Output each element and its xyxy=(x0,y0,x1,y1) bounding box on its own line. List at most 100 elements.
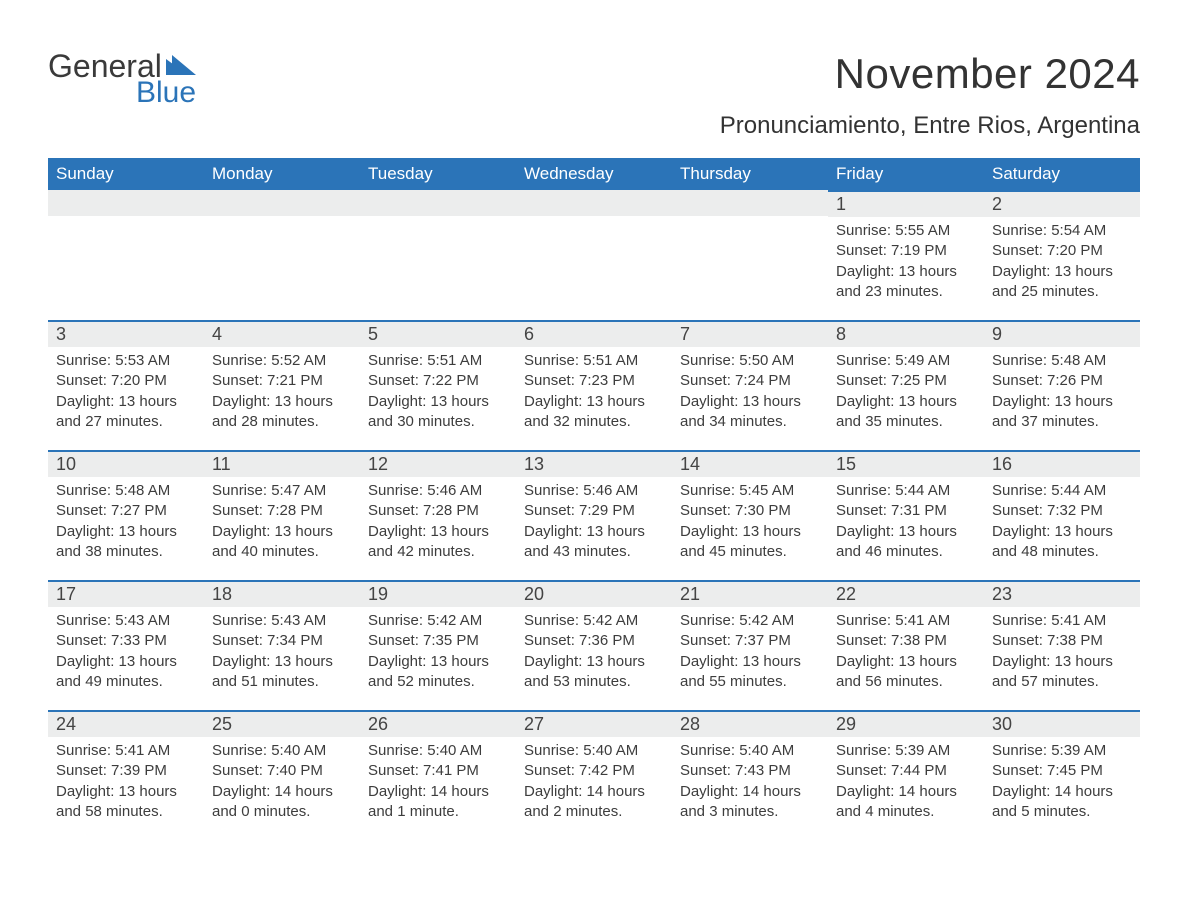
calendar-cell: 17Sunrise: 5:43 AMSunset: 7:33 PMDayligh… xyxy=(48,580,204,710)
day-detail: Sunrise: 5:44 AMSunset: 7:32 PMDaylight:… xyxy=(984,477,1140,568)
day-sunset: Sunset: 7:24 PM xyxy=(680,371,820,391)
day-sunset: Sunset: 7:21 PM xyxy=(212,371,352,391)
day-sunrise: Sunrise: 5:41 AM xyxy=(992,611,1132,631)
day-sunrise: Sunrise: 5:39 AM xyxy=(836,741,976,761)
day-daylight1: Daylight: 13 hours xyxy=(368,652,508,672)
day-sunrise: Sunrise: 5:53 AM xyxy=(56,351,196,371)
day-daylight2: and 43 minutes. xyxy=(524,542,664,562)
day-sunset: Sunset: 7:41 PM xyxy=(368,761,508,781)
logo-text-b: Blue xyxy=(136,78,196,108)
day-sunset: Sunset: 7:45 PM xyxy=(992,761,1132,781)
calendar-cell: 29Sunrise: 5:39 AMSunset: 7:44 PMDayligh… xyxy=(828,710,984,840)
calendar-cell: 18Sunrise: 5:43 AMSunset: 7:34 PMDayligh… xyxy=(204,580,360,710)
day-detail: Sunrise: 5:40 AMSunset: 7:42 PMDaylight:… xyxy=(516,737,672,828)
day-number: 14 xyxy=(672,450,828,477)
day-daylight1: Daylight: 14 hours xyxy=(368,782,508,802)
calendar-cell: 12Sunrise: 5:46 AMSunset: 7:28 PMDayligh… xyxy=(360,450,516,580)
day-daylight1: Daylight: 13 hours xyxy=(680,392,820,412)
day-daylight2: and 23 minutes. xyxy=(836,282,976,302)
calendar-cell: 3Sunrise: 5:53 AMSunset: 7:20 PMDaylight… xyxy=(48,320,204,450)
day-detail: Sunrise: 5:43 AMSunset: 7:34 PMDaylight:… xyxy=(204,607,360,698)
day-daylight2: and 58 minutes. xyxy=(56,802,196,822)
day-daylight1: Daylight: 13 hours xyxy=(524,392,664,412)
calendar-cell: 30Sunrise: 5:39 AMSunset: 7:45 PMDayligh… xyxy=(984,710,1140,840)
day-daylight2: and 56 minutes. xyxy=(836,672,976,692)
day-sunrise: Sunrise: 5:42 AM xyxy=(524,611,664,631)
day-number: 3 xyxy=(48,320,204,347)
day-sunrise: Sunrise: 5:41 AM xyxy=(836,611,976,631)
day-number: 23 xyxy=(984,580,1140,607)
day-daylight2: and 0 minutes. xyxy=(212,802,352,822)
day-number: 22 xyxy=(828,580,984,607)
calendar-cell: 27Sunrise: 5:40 AMSunset: 7:42 PMDayligh… xyxy=(516,710,672,840)
day-daylight1: Daylight: 13 hours xyxy=(680,522,820,542)
day-daylight1: Daylight: 13 hours xyxy=(992,652,1132,672)
day-daylight1: Daylight: 13 hours xyxy=(836,262,976,282)
day-number: 28 xyxy=(672,710,828,737)
day-daylight2: and 34 minutes. xyxy=(680,412,820,432)
day-sunrise: Sunrise: 5:48 AM xyxy=(992,351,1132,371)
day-sunrise: Sunrise: 5:52 AM xyxy=(212,351,352,371)
day-sunset: Sunset: 7:44 PM xyxy=(836,761,976,781)
day-detail: Sunrise: 5:42 AMSunset: 7:37 PMDaylight:… xyxy=(672,607,828,698)
day-sunrise: Sunrise: 5:46 AM xyxy=(368,481,508,501)
col-header: Sunday xyxy=(48,158,204,190)
day-detail: Sunrise: 5:44 AMSunset: 7:31 PMDaylight:… xyxy=(828,477,984,568)
day-number: 27 xyxy=(516,710,672,737)
day-number: 2 xyxy=(984,190,1140,217)
day-sunset: Sunset: 7:30 PM xyxy=(680,501,820,521)
day-sunrise: Sunrise: 5:49 AM xyxy=(836,351,976,371)
day-detail: Sunrise: 5:52 AMSunset: 7:21 PMDaylight:… xyxy=(204,347,360,438)
day-daylight1: Daylight: 13 hours xyxy=(524,652,664,672)
day-number: 21 xyxy=(672,580,828,607)
day-number: 9 xyxy=(984,320,1140,347)
calendar-week-row: 17Sunrise: 5:43 AMSunset: 7:33 PMDayligh… xyxy=(48,580,1140,710)
empty-day-head xyxy=(360,190,516,216)
day-detail: Sunrise: 5:54 AMSunset: 7:20 PMDaylight:… xyxy=(984,217,1140,308)
day-daylight1: Daylight: 13 hours xyxy=(212,522,352,542)
day-daylight2: and 49 minutes. xyxy=(56,672,196,692)
calendar-cell: 19Sunrise: 5:42 AMSunset: 7:35 PMDayligh… xyxy=(360,580,516,710)
day-detail: Sunrise: 5:39 AMSunset: 7:44 PMDaylight:… xyxy=(828,737,984,828)
calendar-week-row: 24Sunrise: 5:41 AMSunset: 7:39 PMDayligh… xyxy=(48,710,1140,840)
day-daylight1: Daylight: 14 hours xyxy=(212,782,352,802)
day-detail: Sunrise: 5:46 AMSunset: 7:28 PMDaylight:… xyxy=(360,477,516,568)
calendar-cell: 14Sunrise: 5:45 AMSunset: 7:30 PMDayligh… xyxy=(672,450,828,580)
day-sunset: Sunset: 7:20 PM xyxy=(56,371,196,391)
day-daylight1: Daylight: 13 hours xyxy=(212,652,352,672)
empty-day-head xyxy=(672,190,828,216)
day-number: 30 xyxy=(984,710,1140,737)
day-number: 4 xyxy=(204,320,360,347)
col-header: Wednesday xyxy=(516,158,672,190)
calendar-cell xyxy=(516,190,672,320)
day-daylight2: and 52 minutes. xyxy=(368,672,508,692)
day-sunrise: Sunrise: 5:47 AM xyxy=(212,481,352,501)
title-block: November 2024 Pronunciamiento, Entre Rio… xyxy=(720,50,1140,140)
day-daylight1: Daylight: 13 hours xyxy=(368,392,508,412)
col-header: Thursday xyxy=(672,158,828,190)
day-detail: Sunrise: 5:51 AMSunset: 7:22 PMDaylight:… xyxy=(360,347,516,438)
empty-day-head xyxy=(516,190,672,216)
day-daylight2: and 37 minutes. xyxy=(992,412,1132,432)
calendar-cell: 2Sunrise: 5:54 AMSunset: 7:20 PMDaylight… xyxy=(984,190,1140,320)
day-daylight1: Daylight: 13 hours xyxy=(524,522,664,542)
empty-day-head xyxy=(204,190,360,216)
day-sunset: Sunset: 7:43 PM xyxy=(680,761,820,781)
day-number: 17 xyxy=(48,580,204,607)
empty-day-head xyxy=(48,190,204,216)
day-daylight2: and 57 minutes. xyxy=(992,672,1132,692)
day-daylight2: and 45 minutes. xyxy=(680,542,820,562)
day-sunset: Sunset: 7:34 PM xyxy=(212,631,352,651)
calendar-week-row: 10Sunrise: 5:48 AMSunset: 7:27 PMDayligh… xyxy=(48,450,1140,580)
day-detail: Sunrise: 5:50 AMSunset: 7:24 PMDaylight:… xyxy=(672,347,828,438)
calendar-cell xyxy=(360,190,516,320)
day-number: 13 xyxy=(516,450,672,477)
day-daylight1: Daylight: 13 hours xyxy=(836,522,976,542)
day-sunset: Sunset: 7:33 PM xyxy=(56,631,196,651)
calendar-cell xyxy=(672,190,828,320)
calendar-cell: 7Sunrise: 5:50 AMSunset: 7:24 PMDaylight… xyxy=(672,320,828,450)
day-sunset: Sunset: 7:28 PM xyxy=(368,501,508,521)
day-sunset: Sunset: 7:39 PM xyxy=(56,761,196,781)
calendar-cell: 13Sunrise: 5:46 AMSunset: 7:29 PMDayligh… xyxy=(516,450,672,580)
day-sunset: Sunset: 7:42 PM xyxy=(524,761,664,781)
